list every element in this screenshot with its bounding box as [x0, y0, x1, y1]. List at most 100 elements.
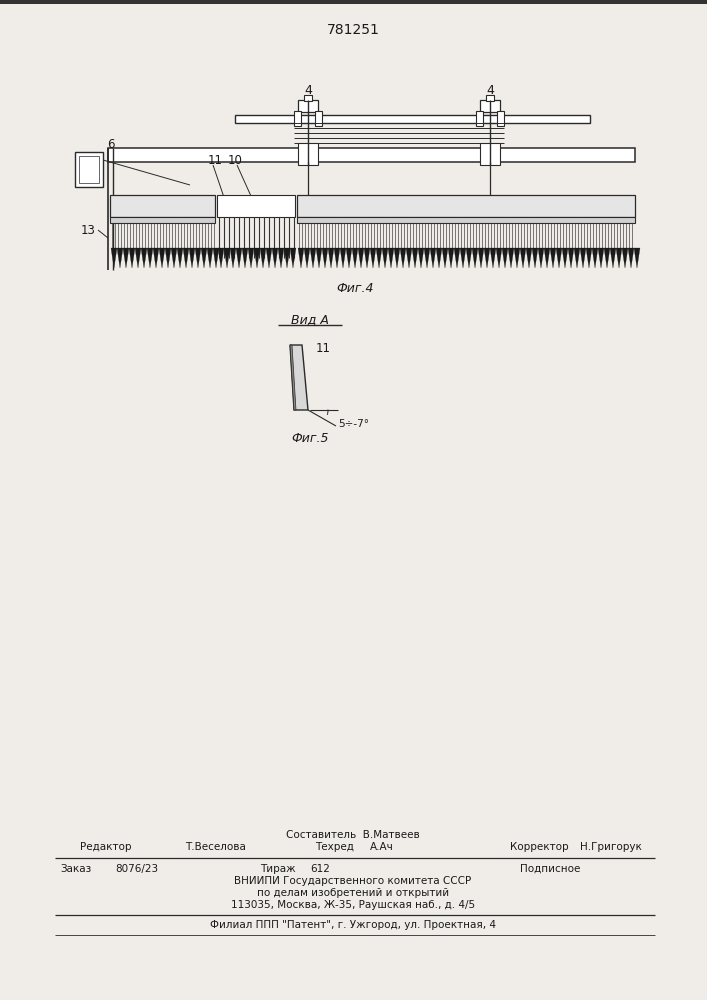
Polygon shape — [424, 248, 430, 268]
Polygon shape — [550, 248, 556, 268]
Polygon shape — [574, 248, 580, 268]
Polygon shape — [218, 248, 224, 268]
Polygon shape — [322, 248, 328, 268]
Text: Фиг.5: Фиг.5 — [291, 432, 329, 444]
Polygon shape — [430, 248, 436, 268]
Polygon shape — [634, 248, 640, 268]
Polygon shape — [236, 248, 242, 268]
Text: А.Ач: А.Ач — [370, 842, 394, 852]
Polygon shape — [394, 248, 400, 268]
Bar — [304, 95, 312, 101]
Text: Тираж: Тираж — [260, 864, 296, 874]
Polygon shape — [310, 248, 316, 268]
Polygon shape — [412, 248, 418, 268]
Polygon shape — [520, 248, 526, 268]
Polygon shape — [400, 248, 406, 268]
Polygon shape — [628, 248, 634, 268]
Polygon shape — [580, 248, 586, 268]
Polygon shape — [370, 248, 376, 268]
Polygon shape — [448, 248, 454, 268]
Polygon shape — [328, 248, 334, 268]
Polygon shape — [418, 248, 424, 268]
Bar — [79, 156, 99, 183]
Polygon shape — [141, 248, 147, 268]
Polygon shape — [436, 248, 442, 268]
Polygon shape — [586, 248, 592, 268]
Text: 6: 6 — [107, 137, 115, 150]
Polygon shape — [284, 248, 290, 268]
Polygon shape — [316, 248, 322, 268]
Polygon shape — [346, 248, 352, 268]
Text: Техред: Техред — [315, 842, 354, 852]
Text: Т.Веселова: Т.Веселова — [185, 842, 246, 852]
Polygon shape — [340, 248, 346, 268]
Polygon shape — [388, 248, 394, 268]
Polygon shape — [490, 248, 496, 268]
Text: Н.Григорук: Н.Григорук — [580, 842, 642, 852]
Text: 8076/23: 8076/23 — [115, 864, 158, 874]
Polygon shape — [352, 248, 358, 268]
Polygon shape — [207, 248, 213, 268]
Bar — [297, 217, 635, 223]
Polygon shape — [242, 248, 248, 268]
Bar — [315, 111, 322, 126]
Bar — [298, 143, 318, 165]
Polygon shape — [230, 248, 236, 268]
Polygon shape — [165, 248, 171, 268]
Polygon shape — [260, 248, 266, 268]
Polygon shape — [382, 248, 388, 268]
Bar — [75, 152, 103, 187]
Text: Корректор: Корректор — [510, 842, 568, 852]
Polygon shape — [406, 248, 412, 268]
Polygon shape — [147, 248, 153, 268]
Polygon shape — [153, 248, 159, 268]
Bar — [108, 148, 635, 162]
Bar — [0, 0, 707, 4]
Polygon shape — [213, 248, 219, 268]
Polygon shape — [183, 248, 189, 268]
Polygon shape — [610, 248, 616, 268]
Bar — [480, 143, 500, 165]
Text: Вид А: Вид А — [291, 314, 329, 326]
Polygon shape — [442, 248, 448, 268]
Polygon shape — [472, 248, 478, 268]
Polygon shape — [272, 248, 278, 268]
Polygon shape — [532, 248, 538, 268]
Text: Заказ: Заказ — [60, 864, 91, 874]
Polygon shape — [129, 248, 135, 268]
Polygon shape — [616, 248, 622, 268]
Text: 781251: 781251 — [327, 23, 380, 37]
Bar — [235, 115, 590, 123]
Polygon shape — [358, 248, 364, 268]
Polygon shape — [562, 248, 568, 268]
Polygon shape — [376, 248, 382, 268]
Text: ВНИИПИ Государственного комитета СССР: ВНИИПИ Государственного комитета СССР — [235, 876, 472, 886]
Polygon shape — [159, 248, 165, 268]
Polygon shape — [248, 248, 254, 268]
Polygon shape — [117, 248, 123, 268]
Polygon shape — [195, 248, 201, 268]
Text: 113035, Москва, Ж-35, Раушская наб., д. 4/5: 113035, Москва, Ж-35, Раушская наб., д. … — [231, 900, 475, 910]
Polygon shape — [290, 345, 296, 410]
Text: Подписное: Подписное — [520, 864, 580, 874]
Polygon shape — [502, 248, 508, 268]
Polygon shape — [290, 248, 296, 268]
Bar — [298, 100, 318, 112]
Polygon shape — [201, 248, 207, 268]
Polygon shape — [622, 248, 628, 268]
Bar — [217, 195, 295, 217]
Polygon shape — [135, 248, 141, 268]
Text: по делам изобретений и открытий: по делам изобретений и открытий — [257, 888, 449, 898]
Polygon shape — [298, 248, 304, 268]
Polygon shape — [454, 248, 460, 268]
Text: 10: 10 — [228, 153, 243, 166]
Bar — [110, 195, 215, 217]
Text: 13: 13 — [81, 224, 96, 236]
Polygon shape — [111, 248, 117, 268]
Polygon shape — [254, 248, 260, 268]
Polygon shape — [334, 248, 340, 268]
Text: Фиг.4: Фиг.4 — [337, 282, 374, 294]
Polygon shape — [304, 248, 310, 268]
Text: Составитель  В.Матвеев: Составитель В.Матвеев — [286, 830, 420, 840]
Text: 11: 11 — [207, 153, 223, 166]
